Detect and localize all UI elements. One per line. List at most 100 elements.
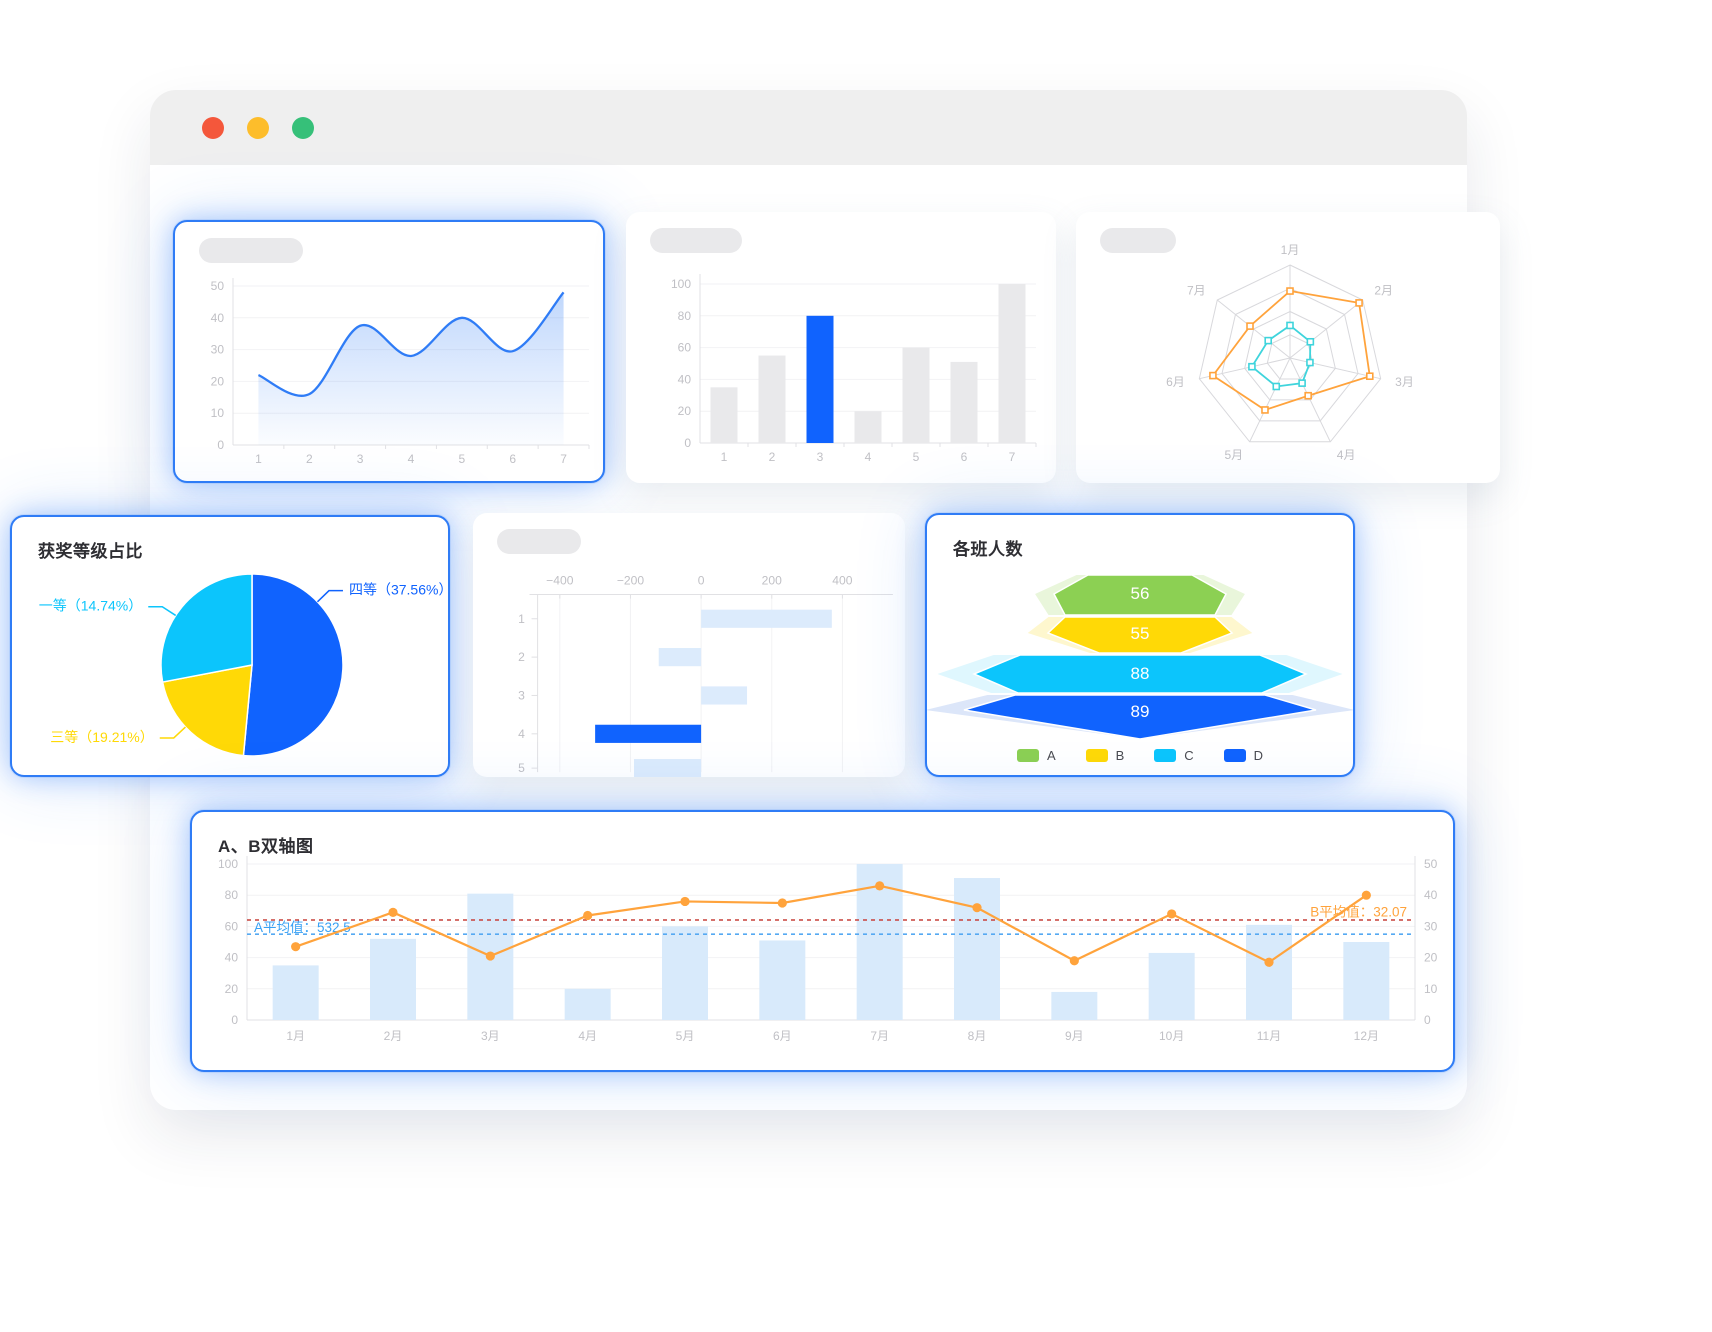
pie-chart-canvas[interactable]: 四等（37.56%） 三等（19.21%） 一等（14.74%） — [12, 517, 448, 775]
radar-spoke — [1289, 357, 1381, 380]
hbar-1[interactable] — [701, 609, 832, 628]
line-point-9月[interactable] — [1069, 956, 1079, 966]
bar-1[interactable] — [710, 387, 738, 443]
bar-8月[interactable] — [954, 878, 1000, 1020]
series-teal-point[interactable] — [1306, 358, 1314, 367]
bar-1月[interactable] — [272, 965, 319, 1020]
series-orange-point[interactable] — [1365, 372, 1374, 381]
line-series[interactable] — [257, 291, 565, 397]
maximize-button[interactable] — [292, 116, 314, 139]
x-axis-label: 0 — [698, 573, 705, 587]
line-series-B[interactable] — [295, 884, 1367, 964]
series-orange-point[interactable] — [1246, 322, 1254, 330]
legend-item-B[interactable]: B — [1085, 748, 1124, 763]
funnel-stage-B[interactable] — [1046, 616, 1234, 654]
bar-9月[interactable] — [1051, 991, 1098, 1020]
smooth-area-chart-canvas[interactable]: 0 10 20 30 40 50 1 2 3 4 5 6 7 — [175, 222, 603, 481]
dual-axis-chart-canvas[interactable]: 0 20 40 60 80 100 0 10 20 30 40 50 1月 2月 3月 4月 5月 6月 7月 8月 9… — [192, 812, 1453, 1070]
line-point-7月[interactable] — [875, 881, 885, 891]
left-axis-label: 0 — [231, 1013, 238, 1027]
funnel-stage-D[interactable] — [963, 694, 1317, 740]
series-orange-polygon[interactable] — [1211, 290, 1371, 411]
hbar-3[interactable] — [701, 686, 748, 705]
series-orange-point[interactable] — [1286, 287, 1294, 295]
hbar-2[interactable] — [658, 648, 702, 667]
card-smooth-area: 0 10 20 30 40 50 1 2 3 4 5 6 7 — [173, 220, 605, 483]
axis-label: 40 — [678, 372, 692, 386]
series-orange-point[interactable] — [1209, 371, 1217, 380]
x-axis-label: 3 — [817, 450, 824, 464]
line-point-5月[interactable] — [680, 896, 690, 907]
y-axis-label: 3 — [518, 689, 525, 703]
bar-10月[interactable] — [1148, 952, 1195, 1020]
line-point-2月[interactable] — [388, 907, 398, 917]
pie-slice-四等[interactable] — [242, 573, 344, 757]
radar-chart-canvas[interactable]: 1月 2月 3月 4月 5月 6月 7月 — [1076, 212, 1500, 483]
bar-6[interactable] — [950, 361, 978, 443]
bar-3[interactable] — [806, 315, 834, 443]
line-point-8月[interactable] — [972, 903, 982, 913]
bar-6月[interactable] — [759, 940, 806, 1020]
bar-7[interactable] — [998, 284, 1026, 443]
bar-chart-canvas[interactable]: 0 20 40 60 80 100 1 2 3 4 5 6 7 — [626, 212, 1056, 483]
funnel-stage-C[interactable] — [972, 654, 1308, 694]
funnel-chart-canvas[interactable]: 56 55 88 89 — [927, 515, 1353, 775]
series-teal-point[interactable] — [1298, 379, 1306, 387]
y-axis-label: 4 — [518, 727, 525, 741]
series-orange-point[interactable] — [1355, 299, 1363, 307]
horizontal-bar-chart-canvas[interactable]: −400 −200 0 200 400 1 2 3 4 5 — [473, 513, 905, 777]
bar-4[interactable] — [854, 411, 882, 443]
line-point-1月[interactable] — [291, 942, 301, 952]
area-fill — [258, 292, 564, 445]
minimize-button[interactable] — [247, 116, 269, 139]
legend-item-A[interactable]: A — [1016, 748, 1056, 763]
bar-2[interactable] — [758, 355, 786, 443]
x-axis-label: 2 — [306, 452, 313, 466]
series-teal-point[interactable] — [1306, 337, 1315, 346]
legend-swatch-C — [1154, 749, 1177, 762]
axis-label: 80 — [678, 309, 692, 323]
x-axis-label: 400 — [832, 573, 852, 587]
pie-slice-三等[interactable] — [161, 664, 253, 757]
series-orange-point[interactable] — [1304, 391, 1312, 400]
funnel-stage-A[interactable] — [1052, 574, 1228, 616]
line-point-6月[interactable] — [777, 898, 787, 908]
series-teal-point[interactable] — [1248, 362, 1256, 371]
bar-5月[interactable] — [662, 926, 708, 1020]
bar-12月[interactable] — [1343, 942, 1390, 1020]
series-orange-point[interactable] — [1261, 406, 1269, 414]
skeleton-title-pill — [650, 228, 742, 253]
right-axis-label: 20 — [1424, 951, 1438, 965]
pie-slice-一等[interactable] — [160, 573, 253, 683]
x-axis-label: 6 — [509, 452, 516, 466]
x-axis-label: 7 — [1009, 450, 1016, 464]
hbar-5[interactable] — [633, 759, 702, 777]
line-point-10月[interactable] — [1167, 909, 1177, 919]
series-teal-point[interactable] — [1264, 336, 1272, 345]
close-button[interactable] — [202, 116, 224, 139]
y-axis-label: 5 — [518, 761, 525, 775]
radar-spoke — [1249, 357, 1291, 443]
bar-2月[interactable] — [370, 938, 416, 1020]
legend-item-D[interactable]: D — [1223, 748, 1263, 763]
skeleton-title-pill — [1100, 228, 1176, 253]
axis-label: 10 — [211, 406, 225, 420]
bar-11月[interactable] — [1246, 924, 1292, 1020]
legend-item-C[interactable]: C — [1154, 748, 1194, 763]
line-point-4月[interactable] — [583, 910, 593, 921]
line-point-11月[interactable] — [1264, 957, 1274, 967]
legend-swatch-D — [1223, 749, 1246, 762]
x-axis-label: 1月 — [286, 1029, 305, 1043]
skeleton-title-pill — [199, 238, 303, 263]
hbar-4[interactable] — [595, 724, 702, 743]
bar-4月[interactable] — [564, 988, 611, 1020]
bar-5[interactable] — [902, 347, 930, 443]
series-teal-point[interactable] — [1272, 382, 1281, 391]
pie-label-line — [159, 726, 186, 739]
funnel-value-C: 88 — [1131, 664, 1150, 683]
line-point-12月[interactable] — [1361, 890, 1371, 900]
x-axis-label: −400 — [546, 573, 574, 587]
line-point-3月[interactable] — [485, 951, 495, 961]
series-teal-point[interactable] — [1286, 321, 1294, 330]
radar-axis-label: 6月 — [1166, 375, 1185, 389]
